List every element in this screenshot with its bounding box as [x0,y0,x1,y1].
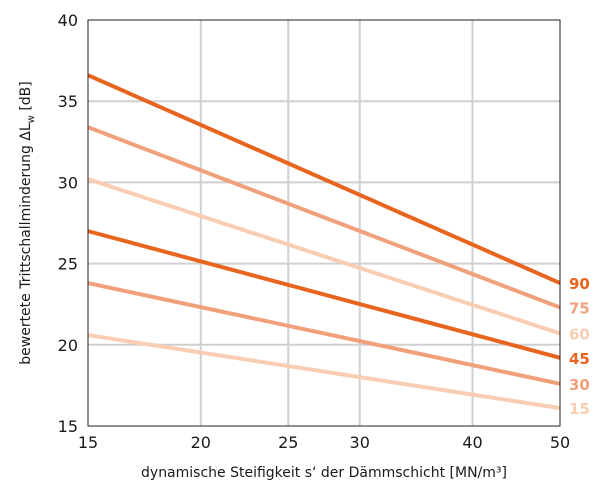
y-tick-labels: 15 20 25 30 35 40 [58,11,78,436]
x-tick-label: 15 [78,433,98,452]
y-axis-title-subscript: w [26,115,37,123]
x-tick-label: 20 [191,433,211,452]
y-tick-label: 20 [58,336,78,355]
series-label-15: 15 [569,400,590,418]
plot-background [88,20,560,426]
series-label-45: 45 [569,350,590,368]
series-label-75: 75 [569,299,590,317]
plot-frame [87,19,561,427]
y-tick-label: 15 [58,417,78,436]
y-axis-title-main: bewertete Trittschallminderung ΔL [18,123,34,365]
y-tick-label: 25 [58,255,78,274]
x-tick-label: 40 [462,433,482,452]
series-line-75 [87,125,561,310]
series-label-90: 90 [569,275,590,293]
grid [88,20,560,426]
x-tick-labels: 15 20 25 30 40 50 [78,433,570,452]
series-line-60 [87,177,561,336]
series-line-45 [87,229,561,360]
series-labels: 90 75 60 45 30 15 [569,275,590,418]
y-axis-title-unit: [dB] [18,81,34,115]
series-line-30 [87,281,561,386]
series-line-90 [87,73,561,285]
y-tick-label: 40 [58,11,78,30]
y-axis-title: bewertete Trittschallminderung ΔLw [dB] [18,81,37,365]
series-line-15 [87,333,561,411]
x-tick-label: 25 [278,433,298,452]
series-group [87,73,561,411]
series-label-30: 30 [569,376,590,394]
y-tick-label: 30 [58,173,78,192]
series-label-60: 60 [569,325,590,343]
x-tick-label: 30 [350,433,370,452]
x-tick-label: 50 [550,433,570,452]
y-tick-label: 35 [58,92,78,111]
x-axis-title: dynamische Steifigkeit s‘ der Dämmschich… [141,465,507,481]
